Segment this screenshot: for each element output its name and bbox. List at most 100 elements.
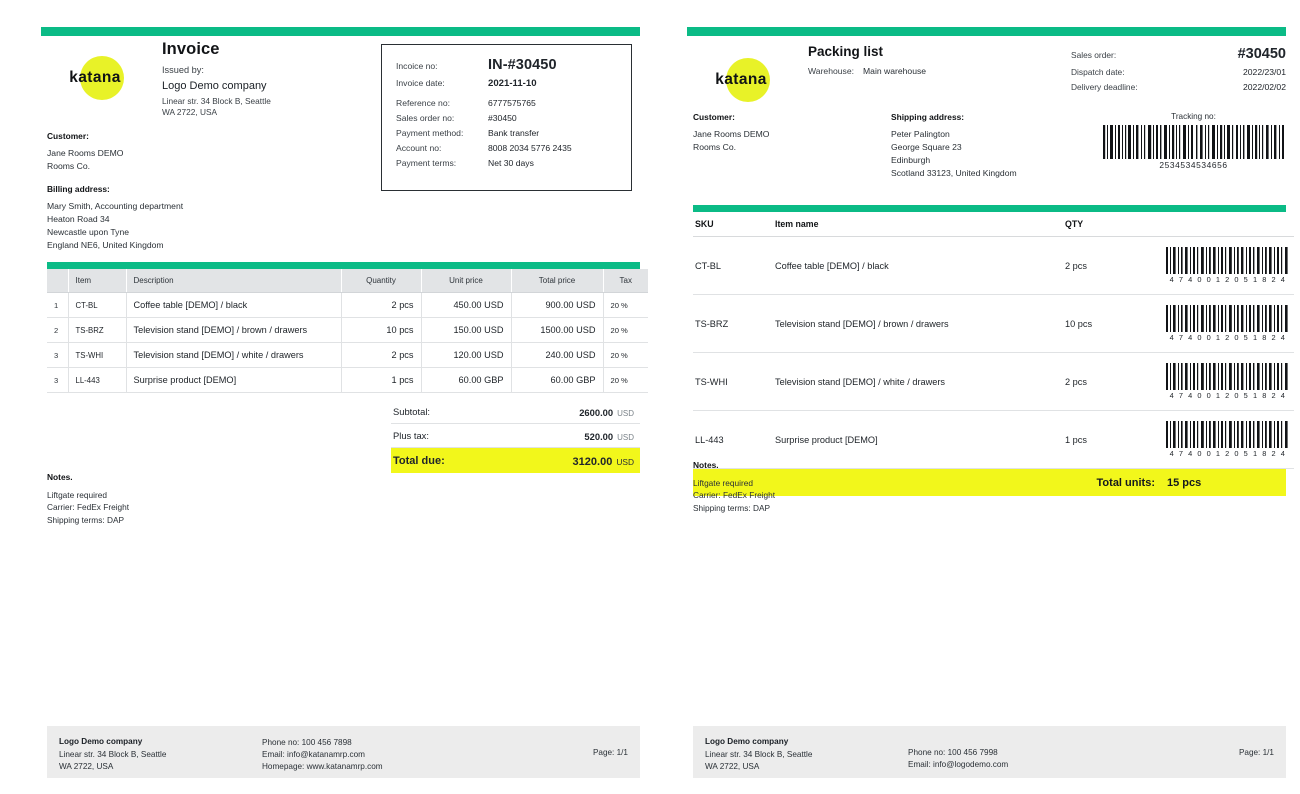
tracking-barcode-icon bbox=[1103, 125, 1284, 159]
billing-line-2: Heaton Road 34 bbox=[47, 213, 110, 224]
table-top-green-rule bbox=[693, 205, 1286, 212]
payment-terms-value: Net 30 days bbox=[488, 158, 534, 168]
invoice-date-value: 2021-11-10 bbox=[488, 78, 537, 89]
invoice-no-label: Incoice no: bbox=[396, 61, 438, 71]
cell-barcode: 4 7 4 0 0 1 2 0 5 1 8 2 4 bbox=[1163, 410, 1294, 469]
cell-description: Coffee table [DEMO] / black bbox=[126, 292, 342, 318]
cell-sku: TS-WHI bbox=[693, 352, 773, 411]
cell-item-name: Television stand [DEMO] / brown / drawer… bbox=[773, 294, 1063, 353]
cell-item: TS-WHI bbox=[68, 342, 127, 368]
meta-row-dispatch-date: Dispatch date: 2022/23/01 bbox=[1071, 67, 1286, 77]
table-row: CT-BL Coffee table [DEMO] / black 2 pcs bbox=[693, 236, 1294, 295]
invoice-items-table-wrap: Item Description Quantity Unit price Tot… bbox=[47, 262, 648, 393]
meta-row-sales-order: Sales order: #30450 bbox=[1071, 46, 1286, 62]
cell-item: TS-BRZ bbox=[68, 317, 127, 343]
meta-row-payment-method: Payment method: Bank transfer bbox=[396, 128, 617, 138]
packing-table-header-row: SKU Item name QTY bbox=[693, 212, 1294, 237]
reference-no-label: Reference no: bbox=[396, 98, 450, 108]
shipping-line-3: Edinburgh bbox=[891, 154, 931, 165]
notes-line-1: Liftgate required bbox=[47, 490, 107, 500]
cell-description: Surprise product [DEMO] bbox=[126, 367, 342, 393]
tracking-label: Tracking no: bbox=[1171, 112, 1216, 121]
cell-tax: 20 % bbox=[603, 292, 648, 318]
th-index bbox=[47, 269, 69, 293]
table-row: 1 CT-BL Coffee table [DEMO] / black 2 pc… bbox=[47, 292, 648, 318]
footer-address-line-2: WA 2722, USA bbox=[705, 761, 760, 771]
cell-quantity: 10 pcs bbox=[341, 317, 422, 343]
account-no-label: Account no: bbox=[396, 143, 442, 153]
notes-heading: Notes. bbox=[47, 472, 73, 482]
footer-homepage: Homepage: www.katanamrp.com bbox=[262, 761, 383, 771]
cell-item-name: Surprise product [DEMO] bbox=[773, 410, 1063, 469]
cell-index: 3 bbox=[47, 342, 69, 368]
meta-row-reference-no: Reference no: 6777575765 bbox=[396, 98, 617, 108]
table-top-green-rule bbox=[47, 262, 640, 269]
th-quantity: Quantity bbox=[341, 269, 422, 293]
reference-no-value: 6777575765 bbox=[488, 98, 536, 108]
meta-row-account-no: Account no: 8008 2034 5776 2435 bbox=[396, 143, 617, 153]
table-row: LL-443 Surprise product [DEMO] 1 pcs bbox=[693, 410, 1294, 469]
footer-address-line-1: Linear str. 34 Block B, Seattle bbox=[59, 750, 167, 759]
issuer-company: Logo Demo company bbox=[162, 80, 267, 92]
cell-barcode: 4 7 4 0 0 1 2 0 5 1 8 2 4 bbox=[1163, 294, 1294, 353]
footer-company: Logo Demo company bbox=[705, 737, 789, 746]
cell-unit-price: 60.00 GBP bbox=[421, 367, 512, 393]
customer-line-2: Rooms Co. bbox=[693, 141, 736, 152]
cell-total-price: 900.00 USD bbox=[511, 292, 604, 318]
total-due-value: 3120.00 bbox=[572, 455, 613, 468]
payment-terms-label: Payment terms: bbox=[396, 158, 457, 168]
logo-wordmark: katana bbox=[715, 71, 767, 88]
cell-sku: TS-BRZ bbox=[693, 294, 773, 353]
customer-line-1: Jane Rooms DEMO bbox=[47, 148, 124, 158]
th-item-name: Item name bbox=[773, 212, 1063, 237]
footer-email: Email: info@katanamrp.com bbox=[262, 749, 365, 759]
cell-barcode: 4 7 4 0 0 1 2 0 5 1 8 2 4 bbox=[1163, 236, 1294, 295]
cell-total-price: 60.00 GBP bbox=[511, 367, 604, 393]
customer-line-2: Rooms Co. bbox=[47, 160, 90, 171]
notes-heading: Notes. bbox=[693, 460, 719, 470]
plus-tax-row: Plus tax: 520.00 USD bbox=[391, 424, 640, 448]
item-barcode-icon bbox=[1166, 305, 1288, 332]
th-barcode bbox=[1163, 212, 1294, 237]
item-barcode-icon bbox=[1166, 421, 1288, 448]
item-barcode-number: 4 7 4 0 0 1 2 0 5 1 8 2 4 bbox=[1169, 333, 1287, 342]
packing-title: Packing list bbox=[808, 44, 884, 59]
packing-green-bar bbox=[687, 27, 1286, 36]
sales-order-no-label: Sales order no: bbox=[396, 113, 455, 123]
shipping-line-2: George Square 23 bbox=[891, 141, 962, 152]
plus-tax-value: 520.00 bbox=[584, 430, 614, 442]
invoice-date-label: Invoice date: bbox=[396, 78, 445, 88]
billing-line-1: Mary Smith, Accounting department bbox=[47, 201, 184, 211]
notes-line-3: Shipping terms: DAP bbox=[693, 502, 771, 513]
cell-qty: 2 pcs bbox=[1063, 352, 1163, 411]
billing-line-4: England NE6, United Kingdom bbox=[47, 239, 164, 250]
account-no-value: 8008 2034 5776 2435 bbox=[488, 143, 572, 153]
notes-line-2: Carrier: FedEx Freight bbox=[693, 490, 776, 501]
invoice-issuer-block: Invoice Issued by: Logo Demo company Lin… bbox=[162, 40, 271, 118]
th-tax: Tax bbox=[603, 269, 648, 293]
cell-sku: CT-BL bbox=[693, 236, 773, 295]
th-item: Item bbox=[68, 269, 127, 293]
invoice-notes: Notes. Liftgate required Carrier: FedEx … bbox=[47, 472, 129, 526]
cell-qty: 1 pcs bbox=[1063, 410, 1163, 469]
customer-line-1: Jane Rooms DEMO bbox=[693, 129, 770, 139]
issuer-address-line-2: WA 2722, USA bbox=[162, 107, 218, 118]
warehouse-label: Warehouse: bbox=[808, 66, 855, 76]
cell-index: 3 bbox=[47, 367, 69, 393]
subtotal-label: Subtotal: bbox=[393, 406, 431, 417]
total-due-row: Total due: 3120.00 USD bbox=[391, 448, 640, 473]
invoice-items-table: Item Description Quantity Unit price Tot… bbox=[47, 269, 648, 393]
issuer-address-line-1: Linear str. 34 Block B, Seattle bbox=[162, 96, 271, 106]
dispatch-date-value: 2022/23/01 bbox=[1242, 67, 1286, 77]
cell-unit-price: 150.00 USD bbox=[421, 317, 512, 343]
th-total-price: Total price bbox=[511, 269, 604, 293]
cell-quantity: 2 pcs bbox=[341, 292, 422, 318]
table-row: TS-WHI Television stand [DEMO] / white /… bbox=[693, 352, 1294, 411]
table-row: 3 LL-443 Surprise product [DEMO] 1 pcs 6… bbox=[47, 367, 648, 393]
footer-address-line-1: Linear str. 34 Block B, Seattle bbox=[705, 750, 813, 759]
invoice-document: katana Invoice Issued by: Logo Demo comp… bbox=[33, 0, 648, 794]
sales-order-no-value: #30450 bbox=[488, 113, 517, 123]
customer-label: Customer: bbox=[47, 131, 89, 141]
dispatch-date-label: Dispatch date: bbox=[1071, 67, 1125, 77]
item-barcode-icon bbox=[1166, 363, 1288, 390]
